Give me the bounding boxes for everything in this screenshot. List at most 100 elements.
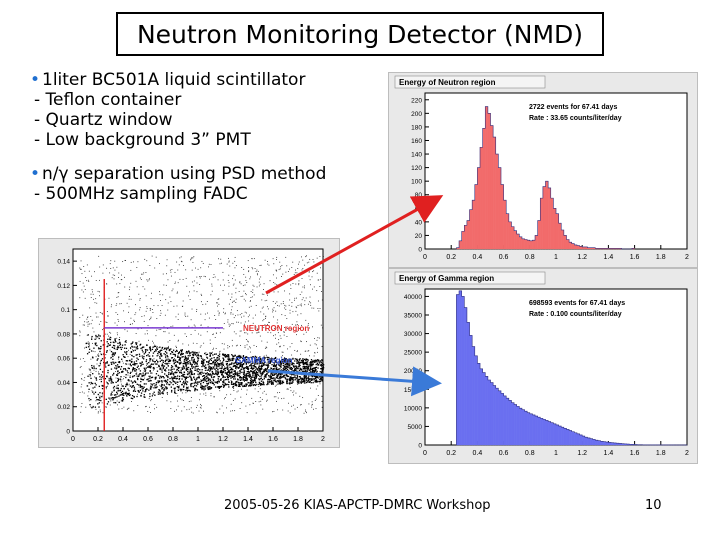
scatter-point <box>286 265 288 267</box>
scatter-point <box>98 365 100 367</box>
scatter-point <box>162 361 164 364</box>
histogram-bar <box>461 231 465 250</box>
scatter-point <box>287 271 289 272</box>
scatter-point <box>228 285 230 287</box>
scatter-point <box>228 358 231 360</box>
scatter-point <box>152 346 154 348</box>
scatter-point <box>126 351 128 353</box>
scatter-point <box>182 375 184 378</box>
scatter-point <box>223 328 225 330</box>
scatter-point <box>204 385 207 387</box>
scatter-point <box>252 384 254 387</box>
x-tick-label: 1.4 <box>604 450 614 457</box>
scatter-point <box>146 306 148 308</box>
scatter-point <box>95 342 97 344</box>
scatter-point <box>117 334 118 336</box>
scatter-point <box>310 304 312 306</box>
scatter-point <box>264 368 266 370</box>
scatter-point <box>229 366 231 368</box>
scatter-point <box>238 363 240 365</box>
scatter-point <box>114 274 116 276</box>
scatter-point <box>182 300 184 302</box>
scatter-point <box>230 380 232 382</box>
scatter-point <box>252 322 254 324</box>
scatter-point <box>274 373 276 375</box>
scatter-point <box>311 406 313 408</box>
scatter-point <box>231 367 233 369</box>
scatter-point <box>209 355 211 357</box>
scatter-point <box>232 383 235 386</box>
scatter-point <box>113 373 115 375</box>
scatter-point <box>316 359 319 361</box>
scatter-point <box>304 367 306 370</box>
scatter-point <box>303 358 306 361</box>
scatter-point <box>315 377 318 379</box>
scatter-point <box>187 376 189 378</box>
scatter-point <box>227 376 230 379</box>
scatter-point <box>300 313 302 315</box>
scatter-point <box>282 303 284 305</box>
histogram-bar <box>477 363 481 446</box>
scatter-point <box>263 358 266 361</box>
scatter-point <box>166 383 168 385</box>
scatter-point <box>319 364 322 366</box>
scatter-point <box>259 361 261 363</box>
scatter-point <box>255 374 257 376</box>
scatter-point <box>107 338 109 340</box>
scatter-point <box>243 376 246 378</box>
scatter-point <box>204 313 206 315</box>
scatter-point <box>155 383 157 386</box>
scatter-point <box>166 392 169 394</box>
scatter-point <box>273 327 275 329</box>
scatter-point <box>281 314 283 316</box>
scatter-point <box>160 353 162 355</box>
x-tick-label: 2 <box>321 436 325 443</box>
scatter-point <box>291 302 293 304</box>
scatter-point <box>258 368 260 370</box>
scatter-point <box>296 334 297 336</box>
scatter-point <box>227 321 229 323</box>
scatter-point <box>114 352 116 354</box>
scatter-point <box>267 263 269 265</box>
scatter-point <box>239 357 241 359</box>
scatter-point <box>114 367 116 369</box>
scatter-point <box>222 359 225 362</box>
scatter-point <box>294 276 296 278</box>
scatter-point <box>215 348 217 349</box>
scatter-point <box>200 405 202 407</box>
x-tick-label: 1.8 <box>293 436 303 443</box>
scatter-point <box>291 363 293 365</box>
scatter-point <box>119 345 120 347</box>
scatter-point <box>241 316 242 318</box>
histogram-bar <box>458 290 462 446</box>
scatter-point <box>302 360 305 362</box>
scatter-point <box>130 394 132 396</box>
scatter-point <box>186 361 188 364</box>
scatter-point <box>231 323 233 325</box>
scatter-point <box>111 361 113 363</box>
scatter-point <box>248 270 250 272</box>
scatter-point <box>229 298 231 300</box>
scatter-point <box>202 262 204 264</box>
scatter-point <box>113 401 115 404</box>
scatter-point <box>268 362 270 364</box>
x-tick-label: 1.8 <box>656 254 666 261</box>
scatter-point <box>201 260 203 262</box>
scatter-point <box>162 393 164 395</box>
scatter-point <box>118 401 120 404</box>
scatter-point <box>279 370 281 372</box>
scatter-point <box>98 402 101 404</box>
scatter-point <box>305 256 307 258</box>
scatter-point <box>207 326 209 328</box>
scatter-point <box>214 373 217 375</box>
scatter-point <box>201 365 203 368</box>
scatter-point <box>193 280 195 282</box>
scatter-point <box>188 369 189 371</box>
scatter-point <box>269 360 271 362</box>
scatter-point <box>228 323 230 325</box>
scatter-point <box>100 359 103 362</box>
scatter-point <box>149 406 150 408</box>
histogram-bar <box>506 398 509 446</box>
scatter-point <box>120 381 122 383</box>
scatter-point <box>163 377 165 379</box>
